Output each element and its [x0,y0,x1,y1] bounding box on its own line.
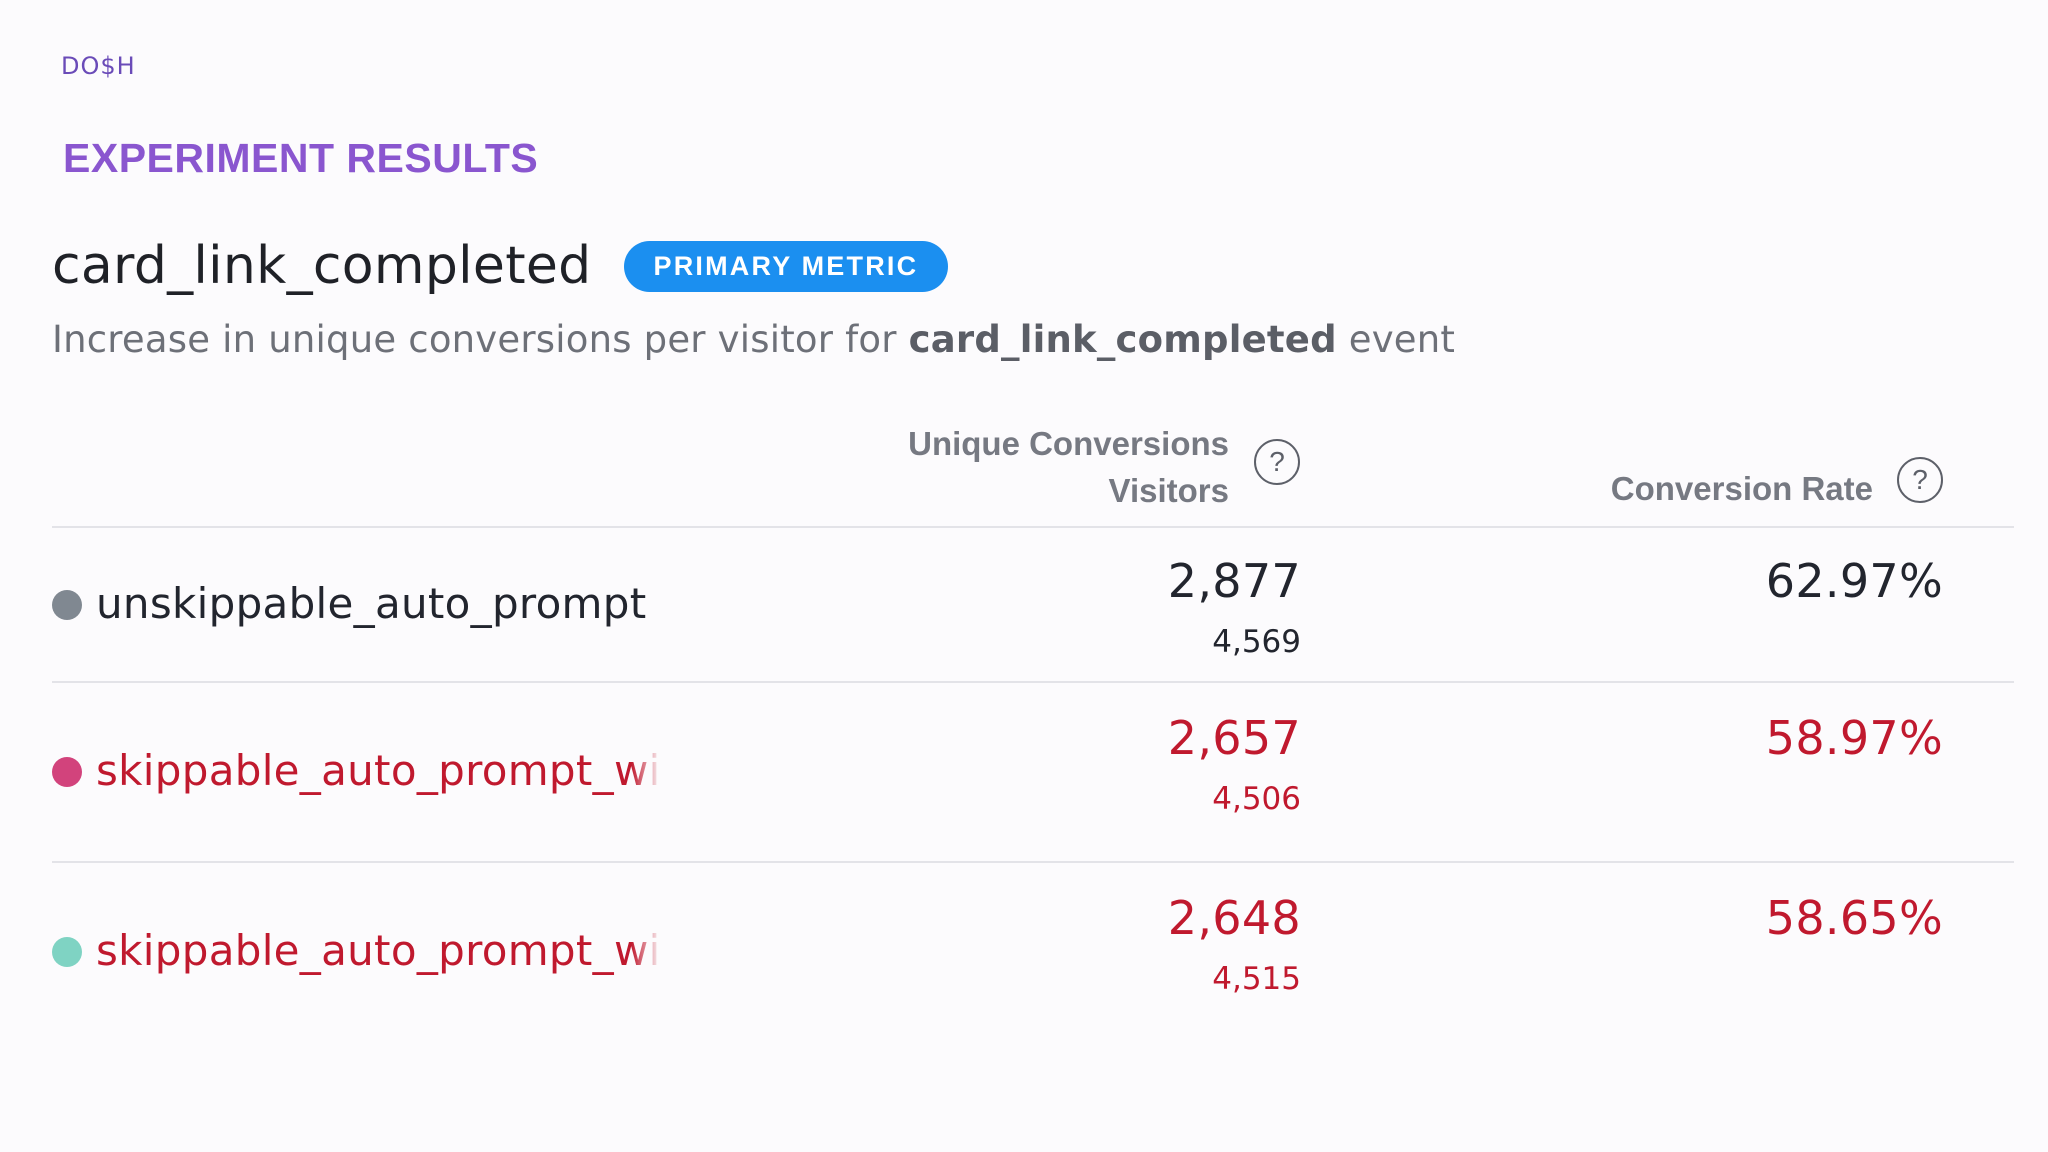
rate-help-icon[interactable]: ? [1897,457,1943,503]
row-divider [52,681,2014,683]
visitors-value: 4,506 [1212,781,1301,817]
conversion-rate-value: 58.65% [1765,891,1943,945]
visitors-value: 4,569 [1212,624,1301,660]
variant-name: skippable_auto_prompt_with_ [96,746,661,795]
variant-color-dot [52,937,82,967]
rate-column-header: Conversion Rate [1610,470,1873,507]
metric-description-prefix: Increase in unique conversions per visit… [52,318,909,361]
conversion-rate-value: 62.97% [1765,554,1943,608]
brand-logo: DO$H [61,52,136,80]
variant-name: unskippable_auto_prompt [96,579,661,628]
variant-name-text: unskippable_auto_prompt [96,579,647,628]
conversions-header-line2: Visitors [1108,472,1229,509]
metric-description: Increase in unique conversions per visit… [52,318,1455,361]
metric-header: card_link_completed PRIMARY METRIC [52,236,949,296]
metric-description-suffix: event [1336,318,1456,361]
conversion-rate-value: 58.97% [1765,711,1943,765]
conversions-value: 2,877 [1167,554,1301,608]
primary-metric-badge: PRIMARY METRIC [623,240,949,292]
variant-name: skippable_auto_prompt_with_ [96,926,661,975]
conversions-value: 2,648 [1167,891,1301,945]
conversions-header-line1: Unique Conversions [908,425,1229,462]
metric-description-event: card_link_completed [908,318,1337,361]
visitors-value: 4,515 [1212,961,1301,997]
row-divider [52,861,2014,863]
conversions-value: 2,657 [1167,711,1301,765]
section-title: EXPERIMENT RESULTS [63,135,539,181]
conversions-help-icon[interactable]: ? [1254,439,1300,485]
variant-color-dot [52,590,82,620]
metric-name: card_link_completed [52,236,592,296]
variant-name-text: skippable_auto_prompt_with_ [96,926,661,975]
conversions-column-header: Unique Conversions Visitors [908,420,1229,514]
variant-name-text: skippable_auto_prompt_with_ [96,746,661,795]
variant-color-dot [52,757,82,787]
header-divider [52,526,2014,528]
